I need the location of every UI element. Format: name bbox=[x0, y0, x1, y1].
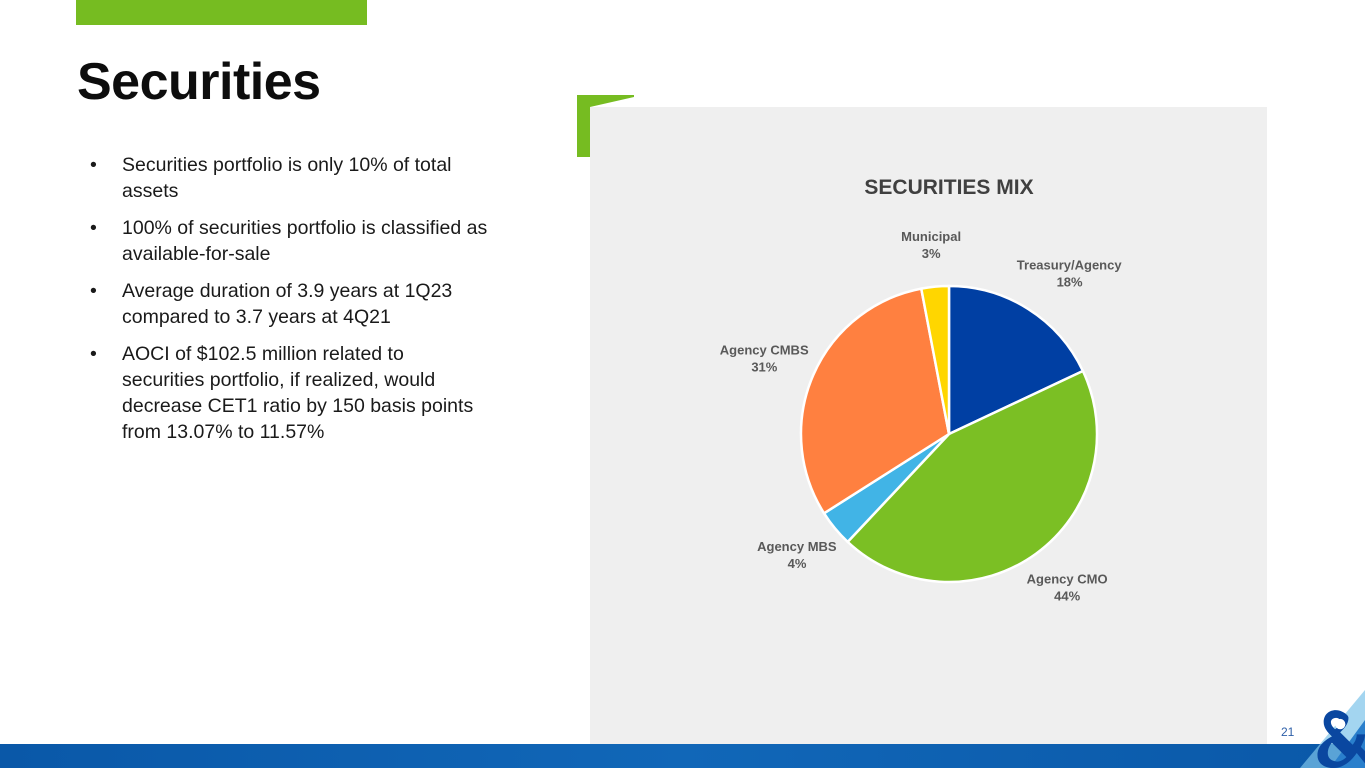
corner-accent bbox=[577, 95, 634, 157]
securities-mix-pie-chart: SECURITIES MIX Treasury/Agency 18% Agency … bbox=[720, 176, 1123, 604]
pie-slice-municipal bbox=[919, 284, 951, 435]
slice-label: Agency CMO bbox=[1027, 572, 1108, 587]
bullet-list: Securities portfolio is only 10% of tota… bbox=[90, 152, 490, 456]
slice-label: Agency CMBS bbox=[720, 343, 809, 358]
ampersand-logo-icon bbox=[1317, 710, 1365, 768]
pie-slices bbox=[799, 284, 1099, 584]
bullet-item: AOCI of $102.5 million related to securi… bbox=[90, 341, 490, 445]
pie-slice-agency-cmbs bbox=[799, 287, 951, 516]
pie-labels: Treasury/Agency 18% Agency CMO 44% Agency MB… bbox=[720, 229, 1123, 604]
slice-value-label: 3% bbox=[922, 246, 941, 261]
slice-label: Treasury/Agency bbox=[1017, 258, 1123, 273]
slide-title: Securities bbox=[77, 53, 321, 111]
chart-title: SECURITIES MIX bbox=[864, 176, 1033, 199]
slice-value-label: 4% bbox=[788, 556, 807, 571]
bullet-item: Average duration of 3.9 years at 1Q23 co… bbox=[90, 278, 490, 330]
slice-label: Municipal bbox=[901, 229, 961, 244]
bullet-item: 100% of securities portfolio is classifi… bbox=[90, 215, 490, 267]
slice-value-label: 31% bbox=[751, 360, 777, 375]
top-accent-bar bbox=[76, 0, 367, 25]
slice-value-label: 44% bbox=[1054, 589, 1080, 604]
page-number: 21 bbox=[1281, 725, 1295, 739]
pie-slice-agency-cmo bbox=[845, 369, 1099, 584]
bullet-item: Securities portfolio is only 10% of tota… bbox=[90, 152, 490, 204]
pie-slice-treasury-agency bbox=[947, 284, 1085, 436]
slice-value-label: 18% bbox=[1057, 275, 1083, 290]
slice-label: Agency MBS bbox=[757, 539, 837, 554]
footer-band bbox=[0, 690, 1365, 768]
